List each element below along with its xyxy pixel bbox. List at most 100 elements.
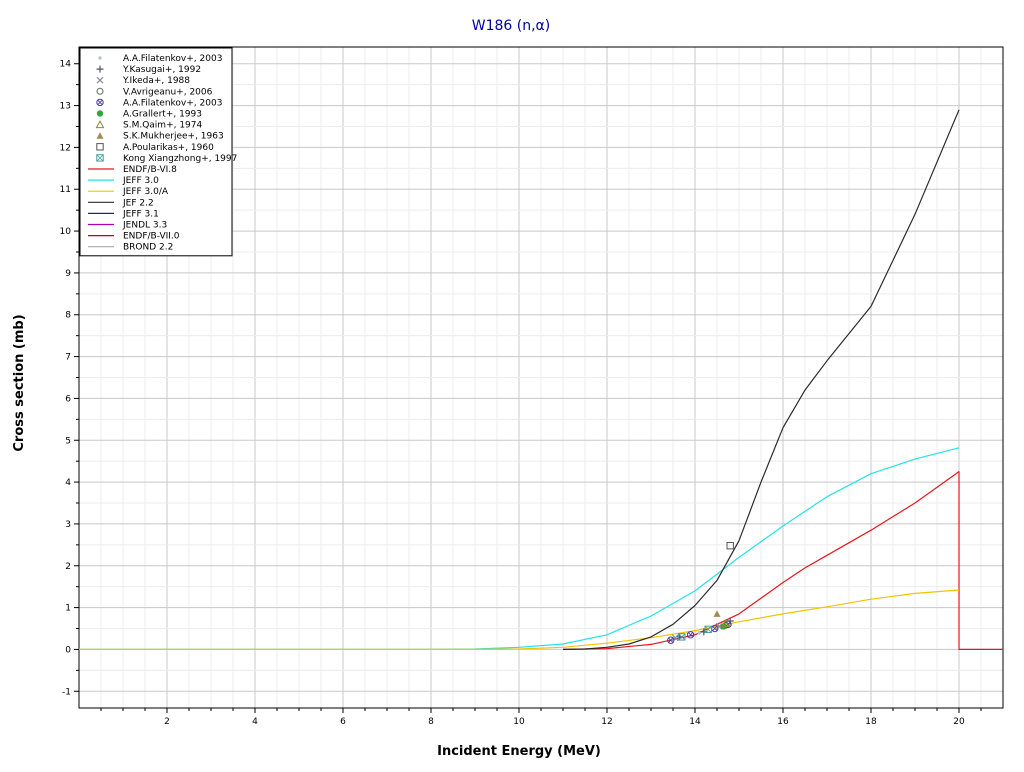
legend-label: A.A.Filatenkov+, 2003 [123,54,222,64]
y-tick-label: 14 [60,60,72,70]
y-tick-label: 12 [60,143,71,153]
data-point-shape [721,618,731,627]
x-tick-label: 10 [513,717,525,727]
legend-marker [95,120,105,129]
legend-label: Kong Xiangzhong+, 1997 [123,154,237,164]
legend-marker-shape [96,76,104,84]
legend-marker [96,110,104,117]
y-tick-label: 13 [60,102,71,112]
y-tick-label: 11 [60,185,71,195]
x-tick-label: 18 [865,717,877,727]
series-line-jeff-3-0 [79,447,960,650]
y-tick-label: 5 [65,436,71,446]
y-tick-label: -1 [62,687,71,697]
chart-title: W186 (n,α) [472,18,551,34]
legend-label: JEFF 3.1 [122,209,159,219]
y-tick-label: 7 [65,353,71,363]
data-point [671,634,679,642]
legend-label: ENDF/B-VII.0 [123,232,180,242]
data-point-shape-cross [704,625,712,633]
x-tick-label: 6 [340,717,346,727]
legend-marker [96,154,104,162]
x-tick-label: 20 [953,717,965,727]
legend-label: A.Grallert+, 1993 [123,110,202,120]
data-point-shape [704,625,712,634]
legend-label: Y.Ikeda+, 1988 [122,76,190,86]
data-point [726,541,734,550]
x-tick-label: 8 [428,717,434,727]
data-point-shape [678,633,686,641]
legend-label: JEFF 3.0/A [122,187,169,197]
series-line-endf-b-vi-8 [562,471,1003,650]
legend-label: A.Poularikas+, 1960 [123,143,214,153]
legend-marker [98,56,102,60]
legend-marker-shape [98,56,102,60]
legend-marker [96,65,104,73]
data-point-shape [713,610,721,617]
legend-label: Y.Kasugai+, 1992 [122,65,201,75]
x-tick-label: 4 [252,717,258,727]
legend-marker-shape [96,98,104,107]
legend-label: A.A.Filatenkov+, 2003 [123,98,222,108]
y-tick-label: 2 [65,562,71,572]
legend-marker-shape-cross [96,154,104,162]
legend-marker-shape [96,132,104,139]
series-layer [79,109,1003,650]
legend-label: BROND 2.2 [123,243,173,253]
y-tick-label: 9 [65,269,71,279]
legend-marker [96,143,104,151]
legend-marker-shape [96,65,104,73]
series-line-jef-2-2 [562,109,960,650]
legend-label: ENDF/B-VI.8 [123,165,177,175]
data-point-shape [686,631,695,639]
data-point [704,625,712,634]
data-point-shape [726,541,734,550]
legend-box [79,47,233,257]
series-line-jeff-3-0-a [79,589,960,650]
data-point-shape-cross [688,632,694,638]
legend-marker-shape [96,110,104,117]
legend-marker [96,98,104,107]
y-tick-label: 0 [65,645,71,655]
legend-marker-shape [96,154,104,162]
x-tick-label: 12 [601,717,612,727]
legend-marker [96,76,104,84]
legend-marker-shape-cross [97,99,103,105]
y-tick-label: 3 [65,520,71,530]
y-tick-label: 1 [65,604,71,614]
data-point [678,633,686,641]
legend-label: JEFF 3.0 [122,176,159,186]
legend-label: JENDL 3.3 [122,221,167,231]
legend-marker-shape [96,143,104,151]
x-tick-label: 2 [164,717,170,727]
y-tick-label: 8 [65,311,71,321]
y-tick-label: 10 [60,227,72,237]
legend-label: V.Avrigeanu+, 2006 [123,87,213,97]
data-point [667,636,675,644]
legend-marker-shape [95,120,105,129]
legend-label: JEF 2.2 [122,198,154,208]
data-point-shape [667,636,675,644]
data-point [721,618,731,627]
y-tick-label: 4 [65,478,71,488]
x-tick-label: 16 [777,717,789,727]
y-tick-label: 6 [65,394,71,404]
legend-marker [96,132,104,139]
x-tick-label: 14 [689,717,701,727]
data-point [686,631,695,639]
data-point [713,610,721,617]
legend-marker [96,87,104,95]
data-point-shape-cross [678,633,686,641]
x-axis-label: Incident Energy (MeV) [437,744,601,759]
legend-label: S.M.Qaim+, 1974 [123,121,203,131]
data-point-shape-cross [712,625,718,632]
data-point-shape-cross [668,637,674,643]
y-axis-label: Cross section (mb) [12,314,27,451]
data-point-shape [671,634,679,642]
legend-marker-shape [96,87,104,95]
marker-layer [667,541,734,644]
